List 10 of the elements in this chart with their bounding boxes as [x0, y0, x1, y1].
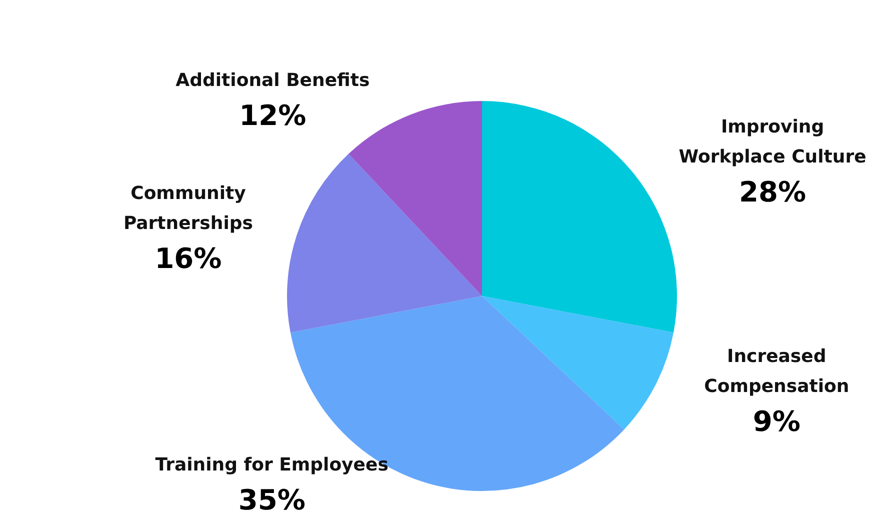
data-label: 35%: [238, 484, 306, 516]
data-label: 28%: [739, 176, 806, 209]
slice-label: Additional Benefits: [176, 70, 370, 92]
slice-label: Improving Workplace Culture: [678, 116, 866, 168]
data-label: 12%: [239, 99, 306, 132]
slice-label: Training for Employees: [155, 454, 388, 476]
data-label: 9%: [752, 404, 800, 438]
slice-label: Increased Compensation: [704, 346, 850, 397]
slice-label: Community Partnerships: [123, 182, 253, 234]
data-label: 16%: [154, 242, 222, 275]
